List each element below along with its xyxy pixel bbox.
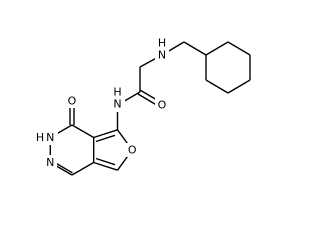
atom-hydrogen: H: [158, 37, 166, 50]
atom-label: O: [158, 99, 167, 112]
atom-label: N: [113, 98, 121, 111]
atom-labels: H N O H N O H N N O: [32, 37, 169, 170]
atom-hydrogen: H: [36, 131, 44, 144]
atom-label: O: [128, 144, 137, 157]
atom-label: N: [46, 156, 54, 169]
atom-label: N: [46, 131, 54, 144]
atom-label: N: [158, 49, 166, 62]
atom-label: O: [68, 95, 77, 108]
structure-diagram: H N O H N O H N N O: [32, 36, 251, 176]
atom-hydrogen: H: [113, 86, 121, 99]
bonds: [49, 41, 251, 176]
